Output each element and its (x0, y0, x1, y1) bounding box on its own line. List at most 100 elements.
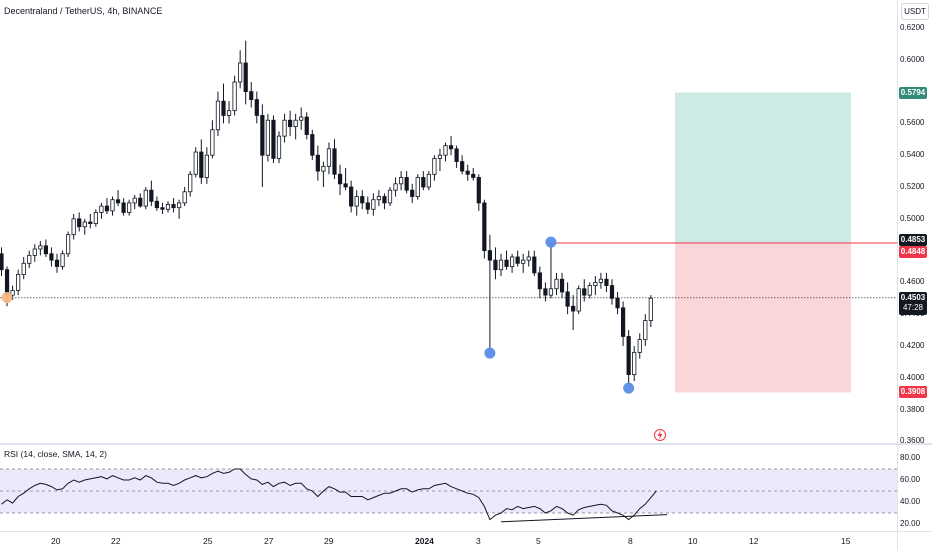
candle-up (426, 173, 431, 188)
time-axis-label: 3 (476, 536, 481, 546)
currency-button[interactable]: USDT (901, 3, 929, 20)
price-axis-label: 0.4600 (900, 277, 925, 287)
candle-up (82, 221, 87, 228)
price-axis-label: 0.6000 (900, 54, 925, 64)
candle-down (365, 202, 370, 210)
candle-down (43, 245, 49, 255)
candle-up (526, 256, 531, 261)
candle-down (476, 177, 481, 204)
time-axis-label: 27 (264, 536, 274, 546)
time-axis-separator (0, 531, 932, 532)
candle-up (293, 119, 298, 127)
candle-up (415, 177, 420, 197)
candle-down (487, 250, 493, 261)
candle-up (521, 259, 526, 264)
candle-down (315, 154, 320, 172)
current-price-tag: 0.4503 47:28 (899, 291, 927, 315)
candle-down (121, 202, 126, 213)
lightning-alert-icon (654, 429, 666, 441)
price-axis-label: 0.4200 (900, 341, 925, 350)
candle-up (371, 199, 376, 210)
candle-up (498, 259, 504, 271)
candle-up (165, 204, 171, 210)
candle-up (354, 196, 359, 207)
price-chart-pane[interactable] (0, 0, 897, 443)
candle-up (598, 278, 604, 283)
candle-up (99, 205, 104, 213)
rsi-axis-label: 60.00 (900, 475, 921, 484)
candle-up (509, 256, 515, 267)
candle-down (54, 259, 60, 267)
time-axis-label: 12 (749, 536, 759, 546)
candle-up (632, 351, 637, 376)
candle-down (343, 183, 348, 188)
candle-up (193, 151, 198, 175)
candle-down (332, 148, 337, 175)
rsi-axis-label: 20.00 (900, 519, 921, 528)
candle-up (226, 110, 232, 116)
price-chart-canvas[interactable] (0, 0, 897, 443)
candle-down (104, 205, 110, 212)
candle-down (609, 285, 615, 299)
price-axis-separator (897, 0, 898, 550)
candle-down (565, 291, 570, 307)
candle-down (249, 91, 254, 100)
candle-up (554, 278, 559, 290)
stop-zone (675, 242, 851, 393)
candle-down (349, 186, 354, 207)
price-axis-label: 0.5400 (900, 150, 925, 160)
symbol-legend[interactable]: Decentraland / TetherUS, 4h, BINANCE (4, 6, 163, 16)
price-axis-label: 0.3800 (900, 404, 925, 414)
candle-down (337, 173, 343, 185)
candle-up (276, 135, 282, 159)
candle-down (571, 305, 576, 312)
candle-up (393, 183, 398, 191)
candle-down (465, 170, 470, 175)
candle-up (16, 274, 21, 291)
time-axis-label: 5 (536, 536, 541, 546)
time-axis-label: 29 (324, 536, 334, 546)
price-axis-label: 0.4000 (900, 372, 925, 382)
price-axis-label: 0.5600 (900, 118, 925, 128)
pivot-marker (545, 236, 557, 248)
time-axis-label: 15 (841, 536, 851, 546)
candle-down (537, 272, 542, 290)
candle-down (482, 202, 487, 251)
rsi-legend[interactable]: RSI (14, close, SMA, 14, 2) (4, 449, 107, 459)
candle-down (138, 197, 143, 207)
rsi-pane[interactable] (0, 445, 897, 530)
stop-price-tag: 0.3908 (899, 386, 927, 399)
candle-up (587, 285, 592, 296)
rsi-chart-canvas[interactable] (0, 445, 897, 530)
candle-down (626, 336, 631, 376)
candle-down (271, 119, 276, 159)
candle-up (71, 218, 76, 236)
candle-up (110, 199, 115, 212)
current-price-value: 0.4503 (900, 292, 926, 302)
candle-down (615, 297, 620, 309)
time-axis-label: 8 (628, 536, 633, 546)
candle-up (21, 262, 26, 275)
pane-separator[interactable] (0, 443, 932, 445)
candle-down (471, 173, 476, 178)
bar-countdown: 47:28 (902, 302, 924, 312)
candle-up (176, 202, 182, 209)
candle-up (548, 288, 554, 296)
candle-up (437, 154, 443, 159)
rsi-line (1, 468, 657, 521)
price-axis-label: 0.6200 (900, 23, 925, 32)
candle-up (648, 297, 653, 321)
candle-up (188, 173, 193, 193)
time-axis-label: 22 (111, 536, 121, 546)
candle-up (443, 145, 448, 156)
candle-up (637, 339, 642, 353)
candle-down (421, 177, 426, 188)
lightning-icon-ring (654, 429, 666, 441)
candle-up (32, 248, 37, 256)
candle-down (88, 221, 93, 224)
rsi-axis-label: 80.00 (900, 453, 921, 462)
candle-up (576, 288, 581, 312)
time-axis-label: 10 (688, 536, 698, 546)
candle-down (160, 207, 165, 210)
pivot-marker (484, 347, 496, 359)
